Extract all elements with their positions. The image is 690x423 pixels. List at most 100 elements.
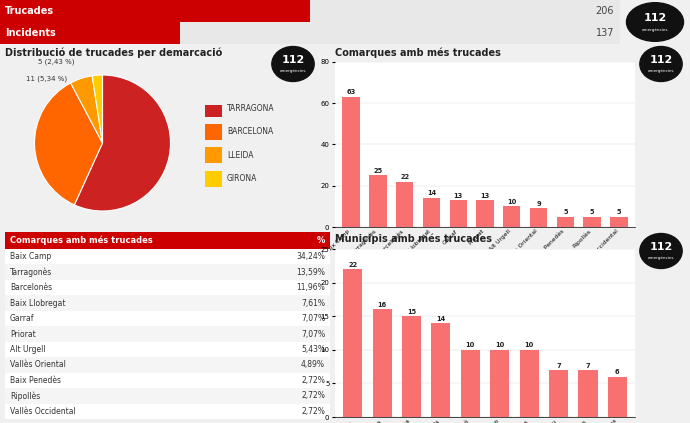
Bar	[343, 269, 362, 417]
Text: emergències: emergències	[648, 69, 674, 73]
Text: 9: 9	[536, 201, 541, 207]
Text: Incidents: Incidents	[5, 28, 56, 38]
Text: 7: 7	[586, 363, 590, 368]
Text: 22: 22	[348, 262, 357, 268]
Text: 112: 112	[643, 13, 667, 23]
Text: 112: 112	[649, 242, 673, 252]
Wedge shape	[75, 75, 170, 211]
Wedge shape	[34, 83, 103, 205]
Text: 63: 63	[346, 89, 356, 96]
Bar	[530, 209, 547, 227]
Bar	[584, 217, 601, 227]
Bar	[449, 200, 467, 227]
FancyBboxPatch shape	[5, 357, 330, 373]
FancyBboxPatch shape	[5, 404, 330, 419]
Text: 7,61%: 7,61%	[301, 299, 325, 308]
Text: Baix Llobregat: Baix Llobregat	[10, 299, 66, 308]
FancyBboxPatch shape	[5, 232, 330, 249]
Text: 13,59%: 13,59%	[296, 268, 325, 277]
Text: 7: 7	[556, 363, 561, 368]
Text: Vallès Oriental: Vallès Oriental	[10, 360, 66, 369]
Bar	[610, 217, 628, 227]
Text: 16: 16	[377, 302, 386, 308]
FancyBboxPatch shape	[5, 388, 330, 404]
FancyBboxPatch shape	[5, 280, 330, 295]
FancyBboxPatch shape	[5, 249, 330, 264]
Text: 5 (2,43 %): 5 (2,43 %)	[38, 58, 75, 65]
Text: 4,89%: 4,89%	[301, 360, 325, 369]
FancyBboxPatch shape	[205, 171, 221, 187]
Text: Ripollès: Ripollès	[10, 391, 40, 401]
Bar	[503, 206, 520, 227]
Text: 14: 14	[436, 316, 446, 321]
Text: TARRAGONA: TARRAGONA	[227, 104, 275, 113]
Bar	[461, 350, 480, 417]
Text: Municipis amb més trucades: Municipis amb més trucades	[335, 233, 492, 244]
FancyBboxPatch shape	[5, 311, 330, 326]
Text: Barcelonès: Barcelonès	[10, 283, 52, 292]
Bar	[578, 370, 598, 417]
Text: 2,72%: 2,72%	[301, 376, 325, 385]
Text: 11 (5,34 %): 11 (5,34 %)	[26, 75, 67, 82]
Text: 7,07%: 7,07%	[301, 330, 325, 338]
Text: 13: 13	[480, 192, 490, 198]
Text: 206: 206	[595, 6, 614, 16]
Bar	[342, 97, 359, 227]
Text: emergències: emergències	[642, 27, 668, 32]
Text: Comarques amb més trucades: Comarques amb més trucades	[10, 236, 152, 245]
Text: Trucades: Trucades	[5, 6, 54, 16]
Bar	[476, 200, 494, 227]
Bar	[557, 217, 574, 227]
Bar	[520, 350, 539, 417]
FancyBboxPatch shape	[5, 295, 330, 311]
FancyBboxPatch shape	[205, 147, 221, 164]
FancyBboxPatch shape	[180, 22, 620, 44]
Text: 10: 10	[466, 343, 475, 349]
Text: 5,43%: 5,43%	[301, 345, 325, 354]
Text: 5: 5	[590, 209, 594, 215]
Text: 112: 112	[282, 55, 304, 65]
Text: Vallès Occidental: Vallès Occidental	[10, 407, 76, 416]
FancyBboxPatch shape	[5, 326, 330, 342]
Text: 2,72%: 2,72%	[301, 391, 325, 400]
Text: GIRONA: GIRONA	[227, 174, 257, 183]
Bar	[423, 198, 440, 227]
Text: 11,96%: 11,96%	[296, 283, 325, 292]
Text: LLEIDA: LLEIDA	[227, 151, 253, 160]
Text: Comarques amb més trucades: Comarques amb més trucades	[335, 47, 501, 58]
FancyBboxPatch shape	[5, 373, 330, 388]
Text: 14: 14	[427, 190, 436, 196]
Bar	[431, 323, 451, 417]
Text: 6: 6	[615, 369, 620, 375]
FancyBboxPatch shape	[0, 0, 310, 22]
Text: 34,24%: 34,24%	[296, 252, 325, 261]
Text: emergències: emergències	[648, 256, 674, 260]
Text: 15: 15	[407, 309, 416, 315]
Text: Priorat: Priorat	[10, 330, 36, 338]
Circle shape	[272, 47, 314, 82]
Bar	[608, 376, 627, 417]
Bar	[369, 176, 386, 227]
FancyBboxPatch shape	[205, 101, 221, 117]
FancyBboxPatch shape	[0, 22, 180, 44]
Text: 22: 22	[400, 174, 409, 180]
Bar	[490, 350, 509, 417]
Text: Distribució de trucades per demarcació: Distribució de trucades per demarcació	[5, 47, 222, 58]
Bar	[549, 370, 568, 417]
Wedge shape	[70, 76, 103, 143]
Circle shape	[640, 47, 682, 82]
Text: BARCELONA: BARCELONA	[227, 127, 273, 137]
FancyBboxPatch shape	[5, 264, 330, 280]
Text: 2,72%: 2,72%	[301, 407, 325, 416]
Circle shape	[627, 3, 684, 41]
Text: 117 (56,8 %): 117 (56,8 %)	[89, 238, 135, 245]
Text: 112: 112	[649, 55, 673, 65]
Text: %: %	[317, 236, 325, 245]
Text: 10: 10	[507, 199, 516, 205]
Bar	[373, 310, 392, 417]
Text: 25: 25	[373, 168, 382, 174]
Circle shape	[640, 233, 682, 269]
Text: 10: 10	[495, 343, 504, 349]
Text: 5: 5	[617, 209, 621, 215]
Text: 10: 10	[524, 343, 534, 349]
